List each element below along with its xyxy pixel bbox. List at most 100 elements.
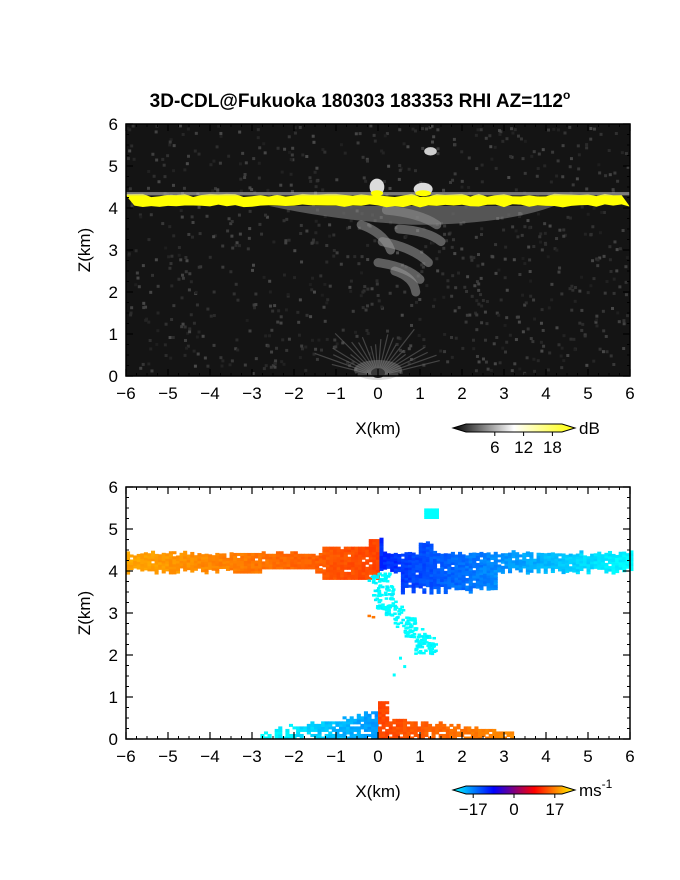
- velocity-cell: [343, 554, 348, 558]
- noise-speckle: [251, 371, 255, 375]
- velocity-cell: [336, 559, 341, 563]
- velocity-cell: [452, 736, 458, 740]
- velocity-cell: [215, 570, 220, 574]
- velocity-cell: [254, 565, 259, 569]
- velocity-cell: [218, 566, 223, 570]
- velocity-cell: [236, 560, 241, 564]
- velocity-cell: [350, 546, 355, 550]
- velocity-cell: [274, 728, 279, 732]
- noise-speckle: [172, 234, 176, 238]
- noise-speckle: [190, 215, 194, 219]
- velocity-cell: [575, 553, 580, 557]
- velocity-cell: [429, 578, 434, 582]
- velocity-cell: [547, 557, 552, 561]
- noise-speckle: [420, 270, 424, 274]
- velocity-cell: [318, 568, 323, 572]
- noise-speckle: [285, 217, 289, 221]
- velocity-cell: [586, 558, 591, 562]
- velocity-cell: [415, 569, 420, 573]
- noise-speckle: [180, 273, 184, 277]
- velocity-cell: [126, 561, 131, 565]
- velocity-cell: [133, 555, 138, 559]
- velocity-cell: [372, 569, 377, 573]
- velocity-cell: [375, 544, 380, 548]
- velocity-cell: [443, 565, 448, 569]
- velocity-cell: [447, 556, 452, 560]
- velocity-cell: [388, 721, 393, 725]
- velocity-cell: [377, 589, 382, 593]
- noise-speckle: [169, 356, 173, 360]
- velocity-cell: [393, 562, 398, 566]
- velocity-cell: [297, 563, 302, 567]
- noise-speckle: [360, 255, 364, 259]
- velocity-cell: [422, 568, 427, 572]
- noise-speckle: [512, 258, 516, 262]
- noise-speckle: [476, 253, 480, 257]
- velocity-cell: [408, 567, 413, 571]
- velocity-cell: [395, 625, 400, 629]
- velocity-cell: [336, 564, 341, 568]
- noise-speckle: [421, 146, 425, 150]
- x-tick-label: −3: [242, 384, 261, 403]
- noise-speckle: [321, 188, 325, 192]
- velocity-cell: [425, 553, 430, 557]
- velocity-cell: [183, 563, 188, 567]
- velocity-cell: [165, 558, 170, 562]
- velocity-cell: [283, 558, 288, 562]
- velocity-cell: [129, 559, 134, 563]
- velocity-cell: [371, 731, 376, 735]
- velocity-cell: [436, 573, 441, 577]
- noise-speckle: [361, 155, 365, 159]
- velocity-cell: [436, 570, 441, 574]
- velocity-cell: [493, 587, 498, 591]
- velocity-cell: [190, 556, 195, 560]
- velocity-cell: [433, 576, 438, 580]
- velocity-cell: [486, 575, 491, 579]
- noise-speckle: [480, 163, 484, 167]
- velocity-cell: [400, 573, 405, 577]
- velocity-cell: [381, 701, 386, 705]
- velocity-cell: [229, 552, 234, 556]
- velocity-cell: [258, 563, 263, 567]
- velocity-cell: [465, 580, 470, 584]
- colorbar-unit: ms-1: [579, 777, 613, 800]
- velocity-cell: [286, 561, 291, 565]
- noise-speckle: [148, 339, 152, 343]
- noise-speckle: [583, 232, 587, 236]
- velocity-cell: [424, 515, 429, 519]
- velocity-cell: [240, 552, 245, 556]
- velocity-cell: [465, 565, 470, 569]
- velocity-cell: [297, 561, 302, 565]
- velocity-cell: [211, 562, 216, 566]
- velocity-cell: [400, 605, 405, 609]
- velocity-cell: [425, 563, 430, 568]
- velocity-cell: [486, 557, 491, 561]
- velocity-cell: [495, 733, 500, 737]
- velocity-cell: [411, 562, 416, 566]
- velocity-cell: [472, 552, 477, 556]
- velocity-cell: [483, 568, 488, 572]
- velocity-cell: [313, 736, 319, 740]
- velocity-cell: [547, 555, 552, 559]
- velocity-cell: [561, 571, 566, 575]
- velocity-cell: [450, 572, 455, 576]
- velocity-cell: [422, 555, 427, 559]
- velocity-cell: [236, 557, 241, 561]
- velocity-cell: [390, 594, 394, 597]
- noise-speckle: [516, 134, 520, 138]
- noise-speckle: [469, 255, 473, 259]
- noise-speckle: [164, 246, 168, 250]
- velocity-cell: [278, 726, 283, 730]
- velocity-cell: [372, 571, 377, 575]
- noise-speckle: [420, 263, 424, 267]
- velocity-cell: [306, 726, 311, 730]
- x-tick-label: 0: [373, 747, 382, 766]
- velocity-cell: [486, 562, 491, 566]
- velocity-cell: [333, 546, 338, 550]
- velocity-cell: [433, 573, 438, 577]
- noise-speckle: [483, 310, 487, 314]
- velocity-cell: [479, 574, 484, 578]
- velocity-cell: [458, 569, 463, 573]
- velocity-cell: [190, 559, 195, 563]
- velocity-cell: [315, 560, 320, 564]
